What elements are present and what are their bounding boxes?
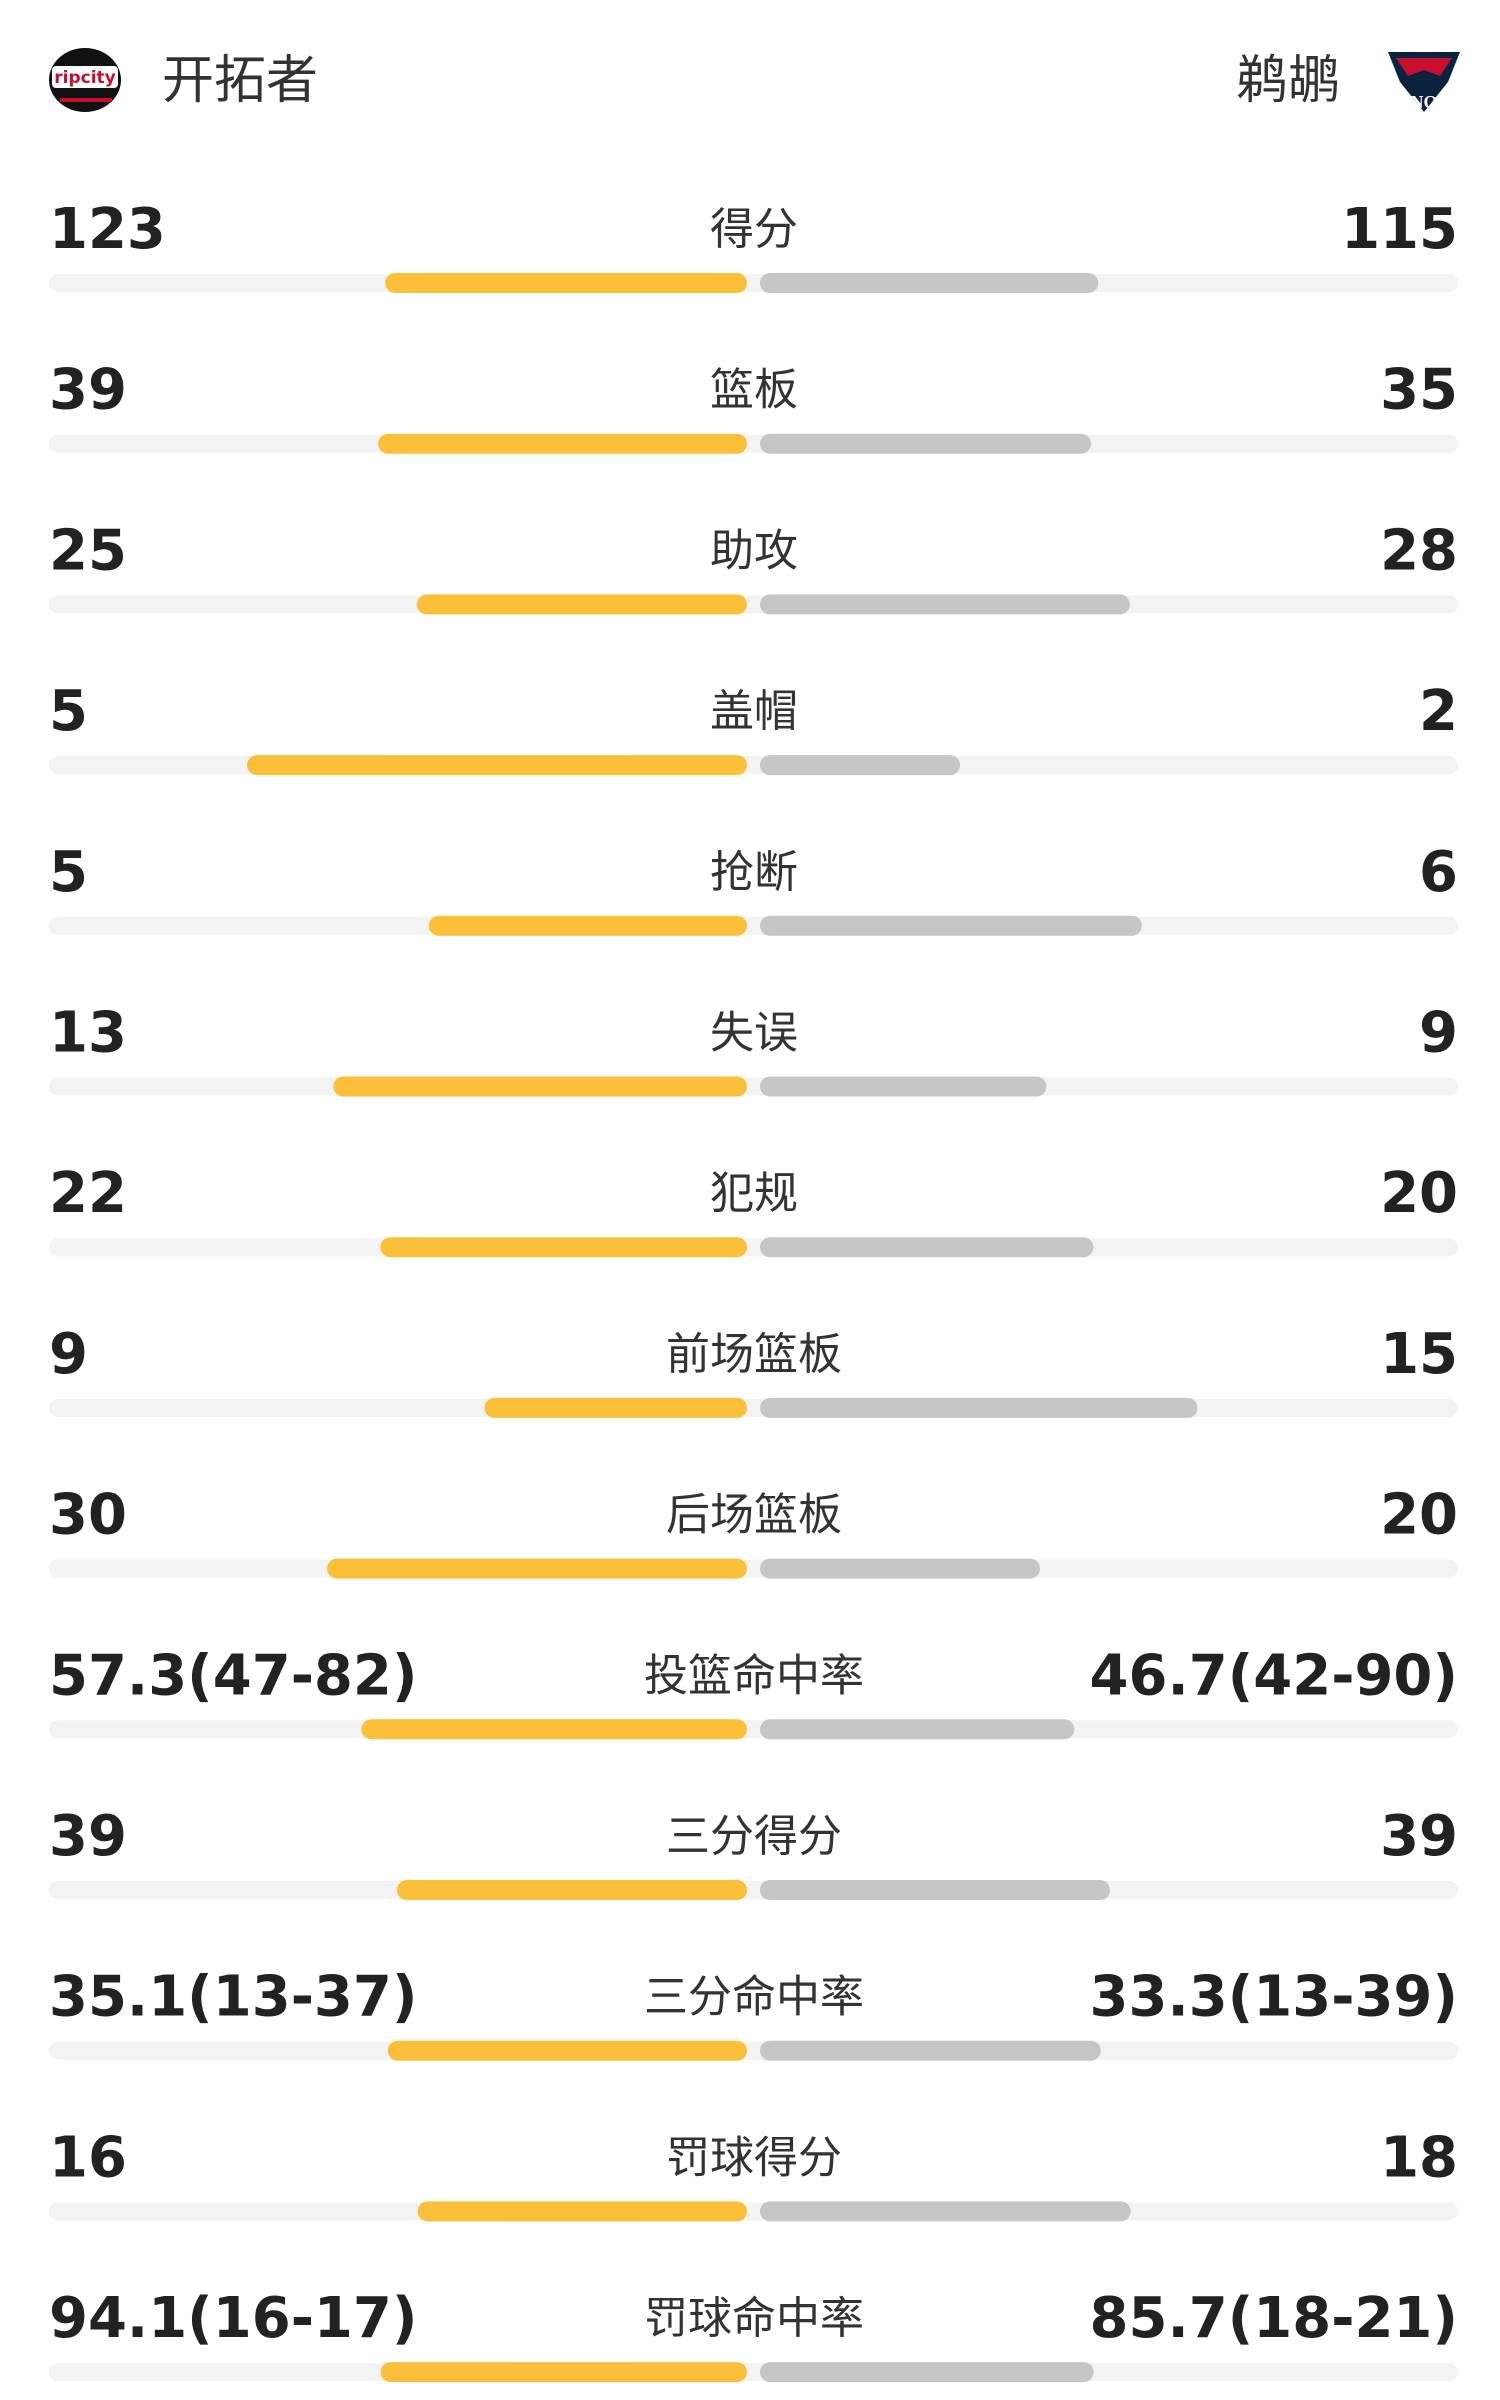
away-bar — [760, 433, 1092, 454]
home-team: 开拓者 — [162, 51, 318, 111]
track — [49, 1559, 1458, 1578]
away-value: 115 — [1341, 197, 1458, 262]
away-bar — [760, 2040, 1101, 2061]
track — [49, 274, 1458, 292]
home-bar — [247, 755, 747, 776]
home-bar — [417, 2201, 747, 2222]
home-bar — [378, 433, 747, 454]
stat-label: 罚球命中率 — [644, 2293, 864, 2344]
away-bar — [760, 755, 960, 776]
stat-label: 三分命中率 — [644, 1972, 864, 2023]
track — [49, 2041, 1458, 2060]
stat-label: 盖帽 — [710, 686, 798, 737]
track — [49, 2363, 1458, 2382]
home-value: 5 — [49, 840, 88, 905]
away-value: 39 — [1380, 1804, 1458, 1869]
home-value: 39 — [49, 1804, 127, 1869]
home-bar — [385, 273, 747, 293]
home-value: 25 — [49, 518, 127, 583]
home-value: 39 — [49, 358, 127, 423]
away-value: 18 — [1380, 2125, 1458, 2190]
svg-text:NO: NO — [1411, 92, 1438, 112]
track — [49, 1077, 1458, 1096]
away-bar — [760, 2362, 1094, 2383]
home-value: 5 — [49, 679, 88, 744]
home-bar — [416, 594, 747, 615]
home-value: 13 — [49, 1001, 127, 1066]
home-value: 9 — [49, 1322, 88, 1387]
away-bar — [760, 1719, 1075, 1740]
home-bar — [333, 1076, 747, 1097]
stat-label: 后场篮板 — [666, 1490, 842, 1541]
away-bar — [760, 1397, 1198, 1418]
away-bar — [760, 273, 1099, 293]
away-logo: NO — [1388, 52, 1460, 112]
away-value: 35 — [1380, 358, 1458, 423]
track — [49, 595, 1458, 614]
track — [49, 434, 1458, 453]
home-value: 94.1(16-17) — [49, 2286, 417, 2351]
away-value: 20 — [1380, 1161, 1458, 1226]
away-bar — [760, 1880, 1110, 1900]
stat-label: 犯规 — [710, 1168, 798, 1219]
away-value: 2 — [1419, 679, 1458, 744]
home-value: 57.3(47-82) — [49, 1643, 417, 1708]
home-value: 30 — [49, 1483, 127, 1548]
home-bar — [428, 915, 747, 936]
away-value: 9 — [1419, 1001, 1458, 1066]
track — [49, 2202, 1458, 2221]
away-bar — [760, 594, 1130, 615]
away-bar — [760, 2201, 1131, 2222]
away-bar — [760, 1076, 1047, 1097]
stat-label: 得分 — [710, 204, 798, 255]
away-value: 6 — [1419, 840, 1458, 905]
away-value: 28 — [1380, 518, 1458, 583]
track — [49, 1881, 1458, 1899]
svg-text:ripcity: ripcity — [54, 68, 116, 88]
home-value: 123 — [49, 197, 166, 262]
home-bar — [327, 1558, 747, 1579]
away-value: 15 — [1380, 1322, 1458, 1387]
home-value: 35.1(13-37) — [49, 1965, 417, 2030]
home-value: 16 — [49, 2125, 127, 2190]
stat-label: 前场篮板 — [666, 1329, 842, 1380]
away-value: 85.7(18-21) — [1090, 2286, 1458, 2351]
home-bar — [380, 1237, 747, 1258]
away-value: 46.7(42-90) — [1090, 1643, 1458, 1708]
away-value: 33.3(13-39) — [1090, 1965, 1458, 2030]
home-bar — [484, 1397, 747, 1418]
away-bar — [760, 1237, 1094, 1258]
away-team: 鹈鹕 — [1236, 51, 1340, 111]
track — [49, 1398, 1458, 1417]
away-bar — [760, 915, 1142, 936]
track — [49, 916, 1458, 935]
stat-label: 失误 — [710, 1008, 798, 1059]
stat-label: 罚球得分 — [666, 2132, 842, 2183]
track — [49, 1238, 1458, 1257]
home-value: 22 — [49, 1161, 127, 1226]
home-bar — [361, 1719, 747, 1740]
away-bar — [760, 1558, 1040, 1579]
stat-label: 篮板 — [710, 365, 798, 416]
stat-label: 投篮命中率 — [644, 1650, 864, 1701]
home-bar — [387, 2040, 747, 2061]
home-logo: ripcity — [49, 48, 121, 112]
home-bar — [380, 2362, 747, 2383]
stat-label: 抢断 — [710, 847, 798, 898]
stat-label: 助攻 — [710, 525, 798, 576]
away-value: 20 — [1380, 1483, 1458, 1548]
track — [49, 1720, 1458, 1739]
home-bar — [397, 1880, 747, 1900]
stat-label: 三分得分 — [666, 1811, 842, 1862]
